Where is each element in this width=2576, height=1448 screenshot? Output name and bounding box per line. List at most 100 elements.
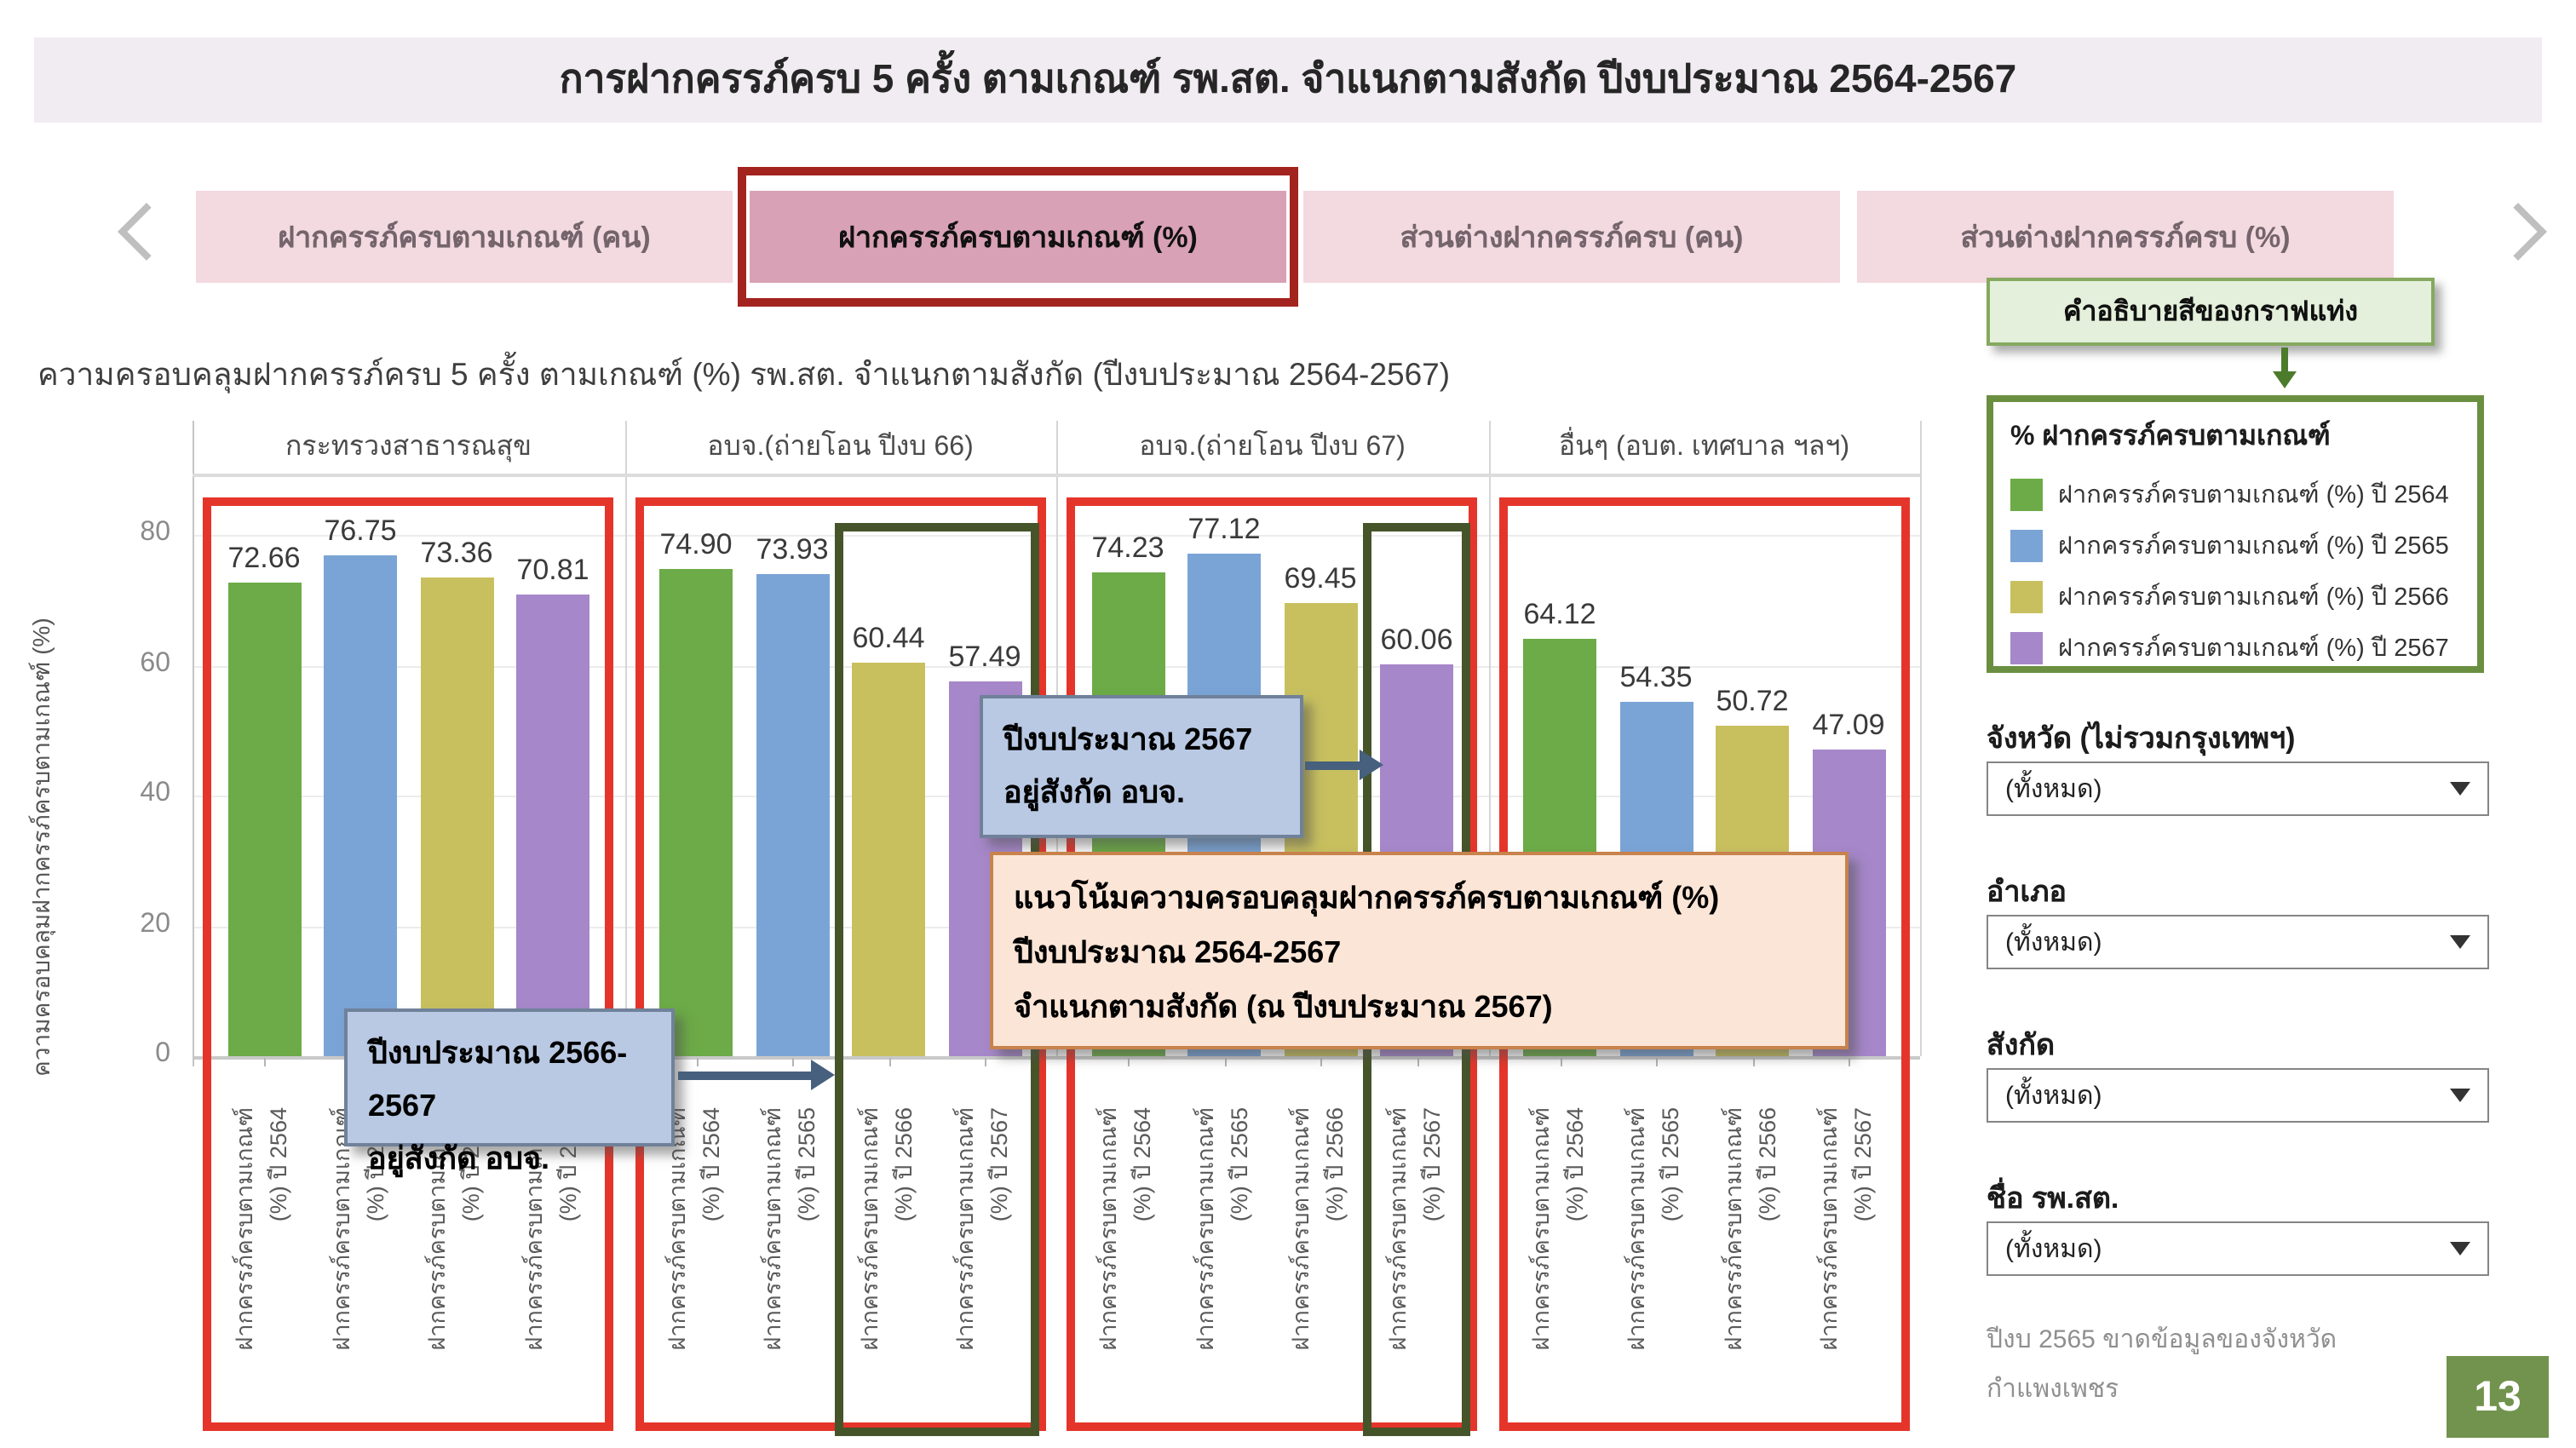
bar-value-label: 73.36 (420, 537, 493, 570)
page-title: การฝากครรภ์ครบ 5 ครั้ง ตามเกณฑ์ รพ.สต. จ… (559, 56, 2017, 101)
header-separator-line (193, 474, 1920, 477)
legend-swatch-icon (2010, 631, 2043, 664)
dropdown-caret-icon (2450, 782, 2470, 796)
annotation-line: ปีงบประมาณ 2567 (1003, 722, 1253, 756)
bar-1-3[interactable] (420, 577, 493, 1056)
bar-value-label: 72.66 (227, 542, 301, 575)
column-divider-3 (1488, 421, 1490, 1056)
bar-2-3[interactable] (852, 662, 925, 1056)
filter-label-4: ชื่อ รพ.สต. (1987, 1182, 2119, 1215)
legend-item-label: ฝากครรภ์ครบตามเกณฑ์ (%) ปี 2564 (2058, 481, 2449, 509)
filter-value: (ทั้งหมด) (2005, 1235, 2102, 1264)
annotation-box-trend: แนวโน้มความครอบคลุมฝากครรภ์ครบตามเกณฑ์ (… (990, 852, 1849, 1049)
group-outline-1 (203, 497, 613, 1431)
x-tick-mark (985, 1058, 986, 1066)
filter-label-3: สังกัด (1987, 1029, 2056, 1061)
tab-4[interactable]: ส่วนต่างฝากครรภ์ครบ (%) (1857, 191, 2394, 283)
annotation-line: อยู่สังกัด อบจ. (368, 1141, 550, 1175)
legend: % ฝากครรภ์ครบตามเกณฑ์ ฝากครรภ์ครบตามเกณฑ… (1987, 395, 2484, 673)
dropdown-caret-icon (2450, 1089, 2470, 1102)
column-header-1: กระทรวงสาธารณสุข (193, 421, 624, 472)
y-tick-label-0: 0 (155, 1039, 170, 1068)
annotation-box-fy2566-2567: ปีงบประมาณ 2566-2567 อยู่สังกัด อบจ. (344, 1008, 675, 1175)
legend-swatch-icon (2010, 478, 2043, 510)
bar-1-1[interactable] (227, 583, 301, 1056)
annotation-line: แนวโน้มความครอบคลุมฝากครรภ์ครบตามเกณฑ์ (… (1014, 881, 1720, 915)
tab-label: ฝากครรภ์ครบตามเกณฑ์ (คน) (278, 221, 651, 253)
tabs-scroll-right-icon[interactable] (2489, 203, 2547, 261)
tabs-scroll-left-icon[interactable] (118, 203, 175, 261)
filter-label-2: อำเภอ (1987, 876, 2067, 908)
legend-item-1[interactable]: ฝากครรภ์ครบตามเกณฑ์ (%) ปี 2564 (2010, 468, 2460, 520)
filter-dropdown-4[interactable]: (ทั้งหมด) (1987, 1221, 2489, 1276)
tab-label: ส่วนต่างฝากครรภ์ครบ (%) (1960, 221, 2291, 253)
legend-title: % ฝากครรภ์ครบตามเกณฑ์ (2010, 422, 2331, 451)
tab-2[interactable]: ฝากครรภ์ครบตามเกณฑ์ (%) (750, 191, 1286, 283)
bar-2-2[interactable] (756, 574, 829, 1056)
y-tick-label-20: 20 (140, 909, 170, 938)
bar-value-label: 60.44 (852, 621, 925, 654)
annotation-arrow-right-icon (678, 1060, 835, 1090)
bar-value-label: 73.93 (756, 533, 829, 566)
tab-1[interactable]: ฝากครรภ์ครบตามเกณฑ์ (คน) (196, 191, 733, 283)
active-tab-highlight-frame (738, 167, 1298, 307)
tab-3[interactable]: ส่วนต่างฝากครรภ์ครบ (คน) (1303, 191, 1840, 283)
bar-value-label: 74.23 (1091, 532, 1164, 565)
x-tick-mark (1320, 1058, 1322, 1066)
tab-label: ฝากครรภ์ครบตามเกณฑ์ (%) (838, 221, 1198, 253)
x-tick-mark (888, 1058, 890, 1066)
data-note: ปีงบ 2565 ขาดข้อมูลของจังหวัด กำแพงเพชร (1987, 1315, 2498, 1415)
filter-dropdown-1[interactable]: (ทั้งหมด) (1987, 761, 2489, 816)
filter-value: (ทั้งหมด) (2005, 928, 2102, 957)
legend-callout-label: คำอธิบายสีของกราฟแท่ง (2063, 297, 2358, 326)
dropdown-caret-icon (2450, 935, 2470, 949)
x-tick-mark (1560, 1058, 1561, 1066)
column-header-label: อบจ.(ถ่ายโอน ปีงบ 66) (707, 432, 974, 461)
annotation-arrow-right-icon (1305, 750, 1383, 780)
annotation-line: จำแนกตามสังกัด (ณ ปีงบประมาณ 2567) (1014, 990, 1553, 1024)
bar-value-label: 77.12 (1187, 513, 1261, 546)
column-header-2: อบจ.(ถ่ายโอน ปีงบ 66) (624, 421, 1056, 472)
bar-value-label: 54.35 (1619, 661, 1693, 694)
bar-1-2[interactable] (324, 555, 397, 1056)
filter-label-1: จังหวัด (ไม่รวมกรุงเทพฯ) (1987, 722, 2296, 755)
dropdown-caret-icon (2450, 1242, 2470, 1256)
column-header-label: กระทรวงสาธารณสุข (285, 432, 532, 461)
page-number: 13 (2474, 1372, 2521, 1420)
legend-swatch-icon (2010, 580, 2043, 612)
filter-value: (ทั้งหมด) (2005, 775, 2102, 804)
note-line-2: กำแพงเพชร (1987, 1375, 2119, 1405)
annotation-line: ปีงบประมาณ 2564-2567 (1014, 935, 1342, 969)
legend-item-4[interactable]: ฝากครรภ์ครบตามเกณฑ์ (%) ปี 2567 (2010, 622, 2460, 673)
column-header-label: อื่นๆ (อบต. เทศบาล ฯลฯ) (1558, 432, 1850, 461)
y-axis-line (193, 421, 194, 1066)
page-number-badge: 13 (2447, 1356, 2549, 1438)
legend-item-2[interactable]: ฝากครรภ์ครบตามเกณฑ์ (%) ปี 2565 (2010, 520, 2460, 571)
y-tick-label-40: 40 (140, 779, 170, 807)
title-bar: การฝากครรภ์ครบ 5 ครั้ง ตามเกณฑ์ รพ.สต. จ… (34, 37, 2542, 123)
x-tick-mark (1128, 1058, 1130, 1066)
bar-1-4[interactable] (516, 595, 589, 1056)
bar-value-label: 60.06 (1380, 623, 1453, 657)
y-tick-label-60: 60 (140, 648, 170, 677)
filter-dropdown-3[interactable]: (ทั้งหมด) (1987, 1068, 2489, 1123)
bar-2-1[interactable] (659, 568, 733, 1056)
column-header-3: อบจ.(ถ่ายโอน ปีงบ 67) (1056, 421, 1488, 472)
legend-item-3[interactable]: ฝากครรภ์ครบตามเกณฑ์ (%) ปี 2566 (2010, 571, 2460, 622)
chart-title: ความครอบคลุมฝากครรภ์ครบ 5 ครั้ง ตามเกณฑ์… (37, 356, 1451, 392)
bar-value-label: 74.90 (659, 527, 733, 560)
bar-value-label: 50.72 (1716, 684, 1789, 717)
down-arrow-icon (2273, 348, 2297, 388)
y-axis-title: ความครอบคลุมฝากครรภ์ครบตามเกณฑ์ (%) (27, 618, 55, 1077)
column-header-label: อบจ.(ถ่ายโอน ปีงบ 67) (1139, 432, 1406, 461)
filter-dropdown-2[interactable]: (ทั้งหมด) (1987, 915, 2489, 969)
x-tick-mark (264, 1058, 266, 1066)
bar-value-label: 47.09 (1812, 708, 1885, 741)
annotation-line: ปีงบประมาณ 2566-2567 (368, 1036, 628, 1123)
column-divider-1 (624, 421, 626, 1056)
bar-value-label: 69.45 (1284, 562, 1357, 595)
legend-item-label: ฝากครรภ์ครบตามเกณฑ์ (%) ปี 2567 (2058, 635, 2449, 662)
x-tick-mark (1224, 1058, 1226, 1066)
column-divider-4 (1920, 421, 1922, 1056)
